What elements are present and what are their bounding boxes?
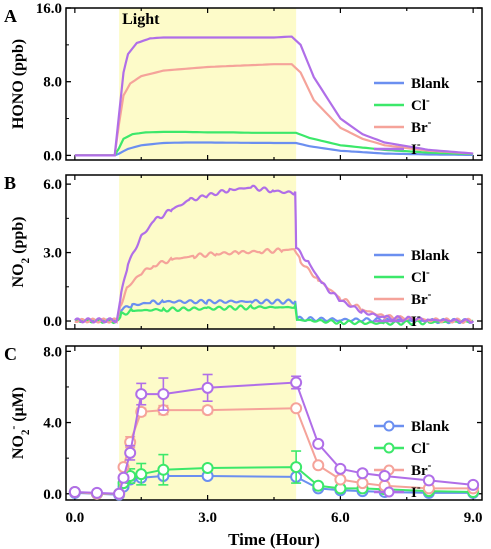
y-axis-label: HONO (ppb)	[10, 39, 27, 129]
series-0: Blank	[74, 76, 474, 157]
y-tick-label: 0.0	[43, 148, 62, 164]
data-point	[157, 388, 170, 401]
data-point	[312, 437, 325, 450]
series-3: I-	[68, 373, 480, 501]
legend-label: Br-	[411, 117, 432, 136]
series-1: Cl-	[74, 267, 474, 326]
series-3: I-	[74, 184, 474, 330]
y-tick-label: 8.0	[43, 75, 62, 91]
x-tick-label: 3.0	[198, 510, 217, 526]
series-line	[74, 130, 474, 157]
series-line	[74, 141, 474, 157]
legend-label: I-	[411, 482, 421, 501]
legend-label: Cl-	[411, 95, 430, 114]
legend-label: Br-	[411, 460, 432, 479]
series-line	[74, 63, 474, 157]
data-point	[90, 486, 103, 499]
series-1: Cl-	[74, 95, 474, 157]
data-point	[135, 388, 148, 401]
series-2: Br-	[74, 63, 474, 157]
y-tick-label: 0.0	[43, 487, 62, 503]
x-axis-label: Time (Hour)	[228, 530, 320, 549]
legend-label: Cl-	[411, 438, 430, 457]
data-point	[290, 376, 303, 389]
data-point	[334, 462, 347, 475]
data-point	[113, 487, 126, 500]
data-point	[312, 459, 325, 472]
data-point	[312, 479, 325, 492]
data-point	[356, 467, 369, 480]
light-period-shading	[119, 8, 297, 160]
y-tick-label: 6.0	[43, 177, 62, 193]
panel-b: B 0.0 3.0 6.0 NO2 (ppb) Blank Cl- Br- I-	[4, 173, 483, 330]
x-tick-label: 0.0	[65, 510, 84, 526]
data-point	[467, 478, 480, 491]
series-3: I-	[74, 35, 474, 158]
data-point	[422, 474, 435, 487]
legend-label: Blank	[411, 248, 450, 264]
y-tick-label: 16.0	[36, 1, 62, 17]
panel-c: C 0.0 4.0 8.0 NO2- (μM) Blank Cl- Br- I- 0.0 3.0 6.…	[4, 344, 483, 549]
data-point	[290, 402, 303, 415]
data-point	[124, 446, 137, 459]
y-axis-label: NO2 (ppb)	[10, 217, 32, 288]
y-tick-label: 0.0	[43, 314, 62, 330]
data-point	[117, 471, 130, 484]
data-point	[157, 463, 170, 476]
legend-marker	[383, 442, 395, 454]
x-tick-label: 6.0	[331, 510, 350, 526]
data-point	[334, 473, 347, 486]
series-line	[74, 301, 474, 326]
data-point	[290, 461, 303, 474]
panel-label: A	[4, 6, 17, 26]
legend-label: I-	[411, 139, 421, 158]
legend-marker	[383, 486, 395, 498]
x-tick-label: 9.0	[464, 510, 483, 526]
light-annotation: Light	[122, 11, 160, 28]
data-point	[201, 381, 214, 394]
data-point	[356, 477, 369, 490]
legend-label: I-	[411, 311, 421, 330]
data-point	[201, 404, 214, 417]
y-tick-label: 8.0	[43, 344, 62, 360]
legend-label: Cl-	[411, 267, 430, 286]
data-point	[135, 468, 148, 481]
data-point	[378, 469, 391, 482]
panel-label: B	[4, 173, 16, 193]
y-tick-label: 4.0	[43, 416, 62, 432]
data-point	[201, 461, 214, 474]
panel-a: A Light 0.0 8.0 16.0 HONO (ppb) Blank Cl- Br- I-	[4, 1, 483, 164]
legend-label: Blank	[411, 419, 450, 435]
series-line	[74, 184, 474, 324]
legend-label: Br-	[411, 289, 432, 308]
y-tick-label: 3.0	[43, 246, 62, 262]
series-line	[74, 35, 474, 157]
legend-label: Blank	[411, 76, 450, 92]
panel-label: C	[4, 344, 17, 364]
y-axis-label: NO2- (μM)	[8, 387, 32, 459]
data-point	[68, 485, 81, 498]
legend-marker	[383, 420, 395, 432]
